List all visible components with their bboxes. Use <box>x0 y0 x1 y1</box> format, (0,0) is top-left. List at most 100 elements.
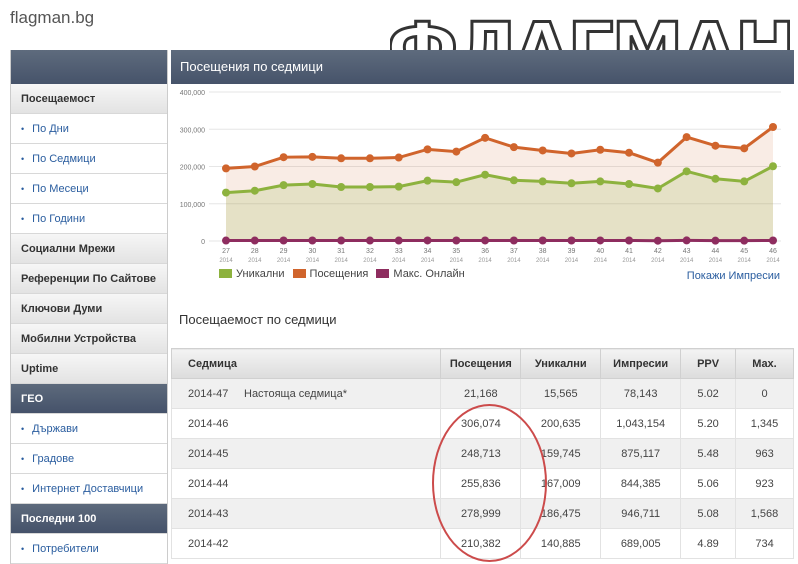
x-tick-label: 41 <box>625 248 633 255</box>
sidebar-header <box>11 50 167 84</box>
data-point <box>596 145 605 154</box>
x-tick-label: 36 <box>481 248 489 255</box>
cell-ppv: 5.20 <box>680 408 737 439</box>
data-point <box>394 182 403 191</box>
sidebar-item-label: По Дни <box>32 122 69 135</box>
x-tick-sublabel: 2014 <box>363 258 377 264</box>
col-unique[interactable]: Уникални <box>520 348 602 379</box>
cell-visits: 248,713 <box>440 438 522 469</box>
col-visits[interactable]: Посещения <box>440 348 522 379</box>
table-row: 2014-43 278,999 186,475 946,711 5.08 1,568 <box>170 498 794 529</box>
legend-item[interactable]: Макс. Онлайн <box>376 268 465 280</box>
bullet-icon: • <box>21 543 25 554</box>
data-point <box>653 184 662 193</box>
y-tick-label: 300,000 <box>180 127 205 134</box>
data-point <box>769 122 777 131</box>
x-tick-sublabel: 2014 <box>536 258 550 264</box>
sidebar-item[interactable]: • По Седмици <box>11 144 167 174</box>
sidebar-item-label: Интернет Доставчици <box>32 482 144 495</box>
data-point <box>308 180 317 189</box>
sidebar-item[interactable]: • По Месеци <box>11 174 167 204</box>
sidebar-item[interactable]: • Интернет Доставчици <box>11 474 167 504</box>
data-point <box>625 180 634 189</box>
sidebar-item[interactable]: Мобилни Устройства <box>11 324 167 354</box>
cell-visits: 210,382 <box>440 528 522 559</box>
week-value: 2014-45 <box>188 447 229 460</box>
site-title[interactable]: flagman.bg <box>10 8 95 27</box>
table-row: 2014-45 248,713 159,745 875,117 5.48 963 <box>170 438 794 469</box>
x-tick-label: 39 <box>568 248 576 255</box>
sidebar-item-label: Градове <box>32 452 75 465</box>
cell-max: 0 <box>735 378 794 409</box>
legend-swatch <box>292 269 306 278</box>
sidebar-item-label: ГЕО <box>21 392 44 405</box>
sidebar-item-label: Социални Мрежи <box>21 242 116 255</box>
legend-item[interactable]: Посещения <box>292 268 368 280</box>
sidebar-item[interactable]: ГЕО <box>11 384 167 414</box>
data-point <box>596 236 605 245</box>
bullet-icon: • <box>21 153 25 164</box>
week-note: Настояща седмица* <box>244 387 347 400</box>
data-point <box>625 148 634 157</box>
sidebar-item[interactable]: • Държави <box>11 414 167 444</box>
sidebar-menu: Посещаемост • По Дни • По Седмици • По Месеци •… <box>11 84 167 564</box>
data-point <box>538 177 547 186</box>
y-tick-label: 200,000 <box>180 165 205 172</box>
data-point <box>538 236 547 245</box>
x-tick-label: 42 <box>654 248 662 255</box>
sidebar-item-label: По Месеци <box>32 182 89 195</box>
x-tick-label: 30 <box>308 248 316 255</box>
col-ppv[interactable]: PPV <box>680 348 737 379</box>
data-point <box>394 236 403 245</box>
legend-swatch <box>376 269 390 278</box>
week-value: 2014-47 <box>188 387 229 400</box>
cell-impressions: 844,385 <box>600 468 682 499</box>
sidebar-item[interactable]: Ключови Думи <box>11 294 167 324</box>
data-point <box>452 236 461 245</box>
bullet-icon: • <box>21 213 25 224</box>
x-tick-label: 34 <box>424 248 432 255</box>
x-tick-label: 28 <box>251 248 259 255</box>
sidebar-item[interactable]: Референции По Сайтове <box>11 264 167 294</box>
legend-label: Макс. Онлайн <box>393 268 465 280</box>
data-point <box>711 141 720 150</box>
col-max[interactable]: Max. <box>735 348 794 379</box>
cell-visits: 278,999 <box>440 498 522 529</box>
sidebar-item[interactable]: Последни 100 <box>11 504 167 534</box>
table-row: 2014-42 210,382 140,885 689,005 4.89 734 <box>170 528 794 559</box>
col-week[interactable]: Седмица <box>170 348 442 379</box>
sidebar-item[interactable]: Uptime <box>11 354 167 384</box>
data-point <box>250 236 259 245</box>
sidebar-item-label: По Години <box>32 212 86 225</box>
col-impressions[interactable]: Импресии <box>600 348 682 379</box>
cell-ppv: 5.48 <box>680 438 737 469</box>
legend-item[interactable]: Уникални <box>219 268 285 280</box>
table-row: 2014-44 255,836 167,009 844,385 5.06 923 <box>170 468 794 499</box>
x-tick-label: 35 <box>452 248 460 255</box>
data-point <box>452 178 461 187</box>
data-point <box>250 162 259 171</box>
sidebar-item[interactable]: Посещаемост <box>11 84 167 114</box>
data-point <box>653 236 662 245</box>
series-line <box>225 125 774 170</box>
cell-impressions: 946,711 <box>600 498 682 529</box>
x-tick-sublabel: 2014 <box>450 258 464 264</box>
cell-max: 963 <box>735 438 794 469</box>
sidebar-item[interactable]: • Потребители <box>11 534 167 564</box>
cell-week: 2014-44 <box>170 468 442 499</box>
sidebar-item[interactable]: • Градове <box>11 444 167 474</box>
cell-max: 734 <box>735 528 794 559</box>
cell-week: 2014-45 <box>170 438 442 469</box>
show-impressions-link[interactable]: Покажи Импресии <box>686 270 780 282</box>
sidebar-item[interactable]: • По Години <box>11 204 167 234</box>
x-tick-label: 37 <box>510 248 518 255</box>
cell-unique: 159,745 <box>520 438 602 469</box>
chart-legend: Уникални Посещения Макс. Онлайн <box>219 268 465 280</box>
data-point <box>740 177 749 186</box>
x-tick-label: 45 <box>740 248 748 255</box>
table-header-row: Седмица Посещения Уникални Импресии PPV … <box>170 348 794 379</box>
sidebar-item[interactable]: Социални Мрежи <box>11 234 167 264</box>
sidebar-item[interactable]: • По Дни <box>11 114 167 144</box>
x-tick-sublabel: 2014 <box>478 258 492 264</box>
x-tick-sublabel: 2014 <box>594 258 608 264</box>
